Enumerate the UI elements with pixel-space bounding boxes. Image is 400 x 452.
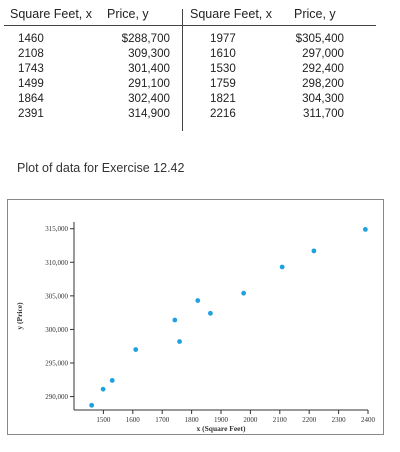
table-row: 2391 314,900 2216 311,700 (4, 107, 376, 122)
data-point (109, 378, 115, 383)
cell-price: $305,400 (295, 32, 344, 45)
x-tick-label: 1500 (96, 416, 111, 424)
table-row: 1460 $288,700 1977 $305,400 (4, 32, 376, 47)
data-point (177, 339, 182, 344)
data-point (362, 226, 368, 232)
cell-square-feet: 1530 (210, 62, 236, 75)
x-tick-label: 2100 (273, 416, 288, 424)
x-tick-label: 1900 (214, 416, 229, 424)
y-tick-label: 310,000 (45, 259, 68, 267)
data-point (172, 317, 178, 323)
x-tick-label: 2000 (243, 416, 258, 424)
table-row: 1864 302,400 1821 304,300 (4, 92, 376, 107)
header-square-feet-1: Square Feet, x (10, 7, 92, 21)
x-tick-label: 1800 (185, 416, 200, 424)
x-tick-label: 2200 (302, 416, 317, 424)
data-table: Square Feet, x Price, y Square Feet, x P… (4, 3, 376, 134)
cell-square-feet: 1977 (210, 32, 236, 45)
cell-price: 304,300 (302, 92, 344, 105)
table-row: 2108 309,300 1610 297,000 (4, 47, 376, 62)
y-tick-label: 295,000 (45, 360, 68, 368)
axes: 290,000 295,000 300,000 305,000 310,000 315,0… (45, 222, 376, 424)
y-tick-label: 315,000 (45, 225, 68, 233)
figure-caption: Plot of data for Exercise 12.42 (17, 161, 185, 175)
cell-square-feet: 1460 (18, 32, 44, 45)
cell-price: 314,900 (128, 107, 170, 120)
column-divider (182, 9, 183, 131)
data-point (133, 347, 139, 352)
data-point (100, 386, 106, 392)
header-price-2: Price, y (294, 7, 336, 21)
header-square-feet-2: Square Feet, x (190, 7, 272, 21)
y-tick-label: 305,000 (45, 292, 68, 300)
data-point (195, 298, 201, 303)
y-tick-label: 300,000 (45, 326, 68, 334)
header-price-1: Price, y (107, 7, 149, 21)
cell-square-feet: 1743 (18, 62, 44, 75)
cell-square-feet: 1821 (210, 92, 236, 105)
cell-price: 311,700 (302, 107, 344, 120)
cell-square-feet: 1759 (210, 77, 236, 90)
cell-square-feet: 2108 (18, 47, 44, 60)
cell-price: 301,400 (128, 62, 170, 75)
cell-price: 309,300 (128, 47, 170, 60)
cell-price: 292,400 (302, 62, 344, 75)
cell-price: 302,400 (128, 92, 170, 105)
data-point (241, 290, 247, 296)
cell-price: $288,700 (121, 32, 170, 45)
cell-price: 298,200 (302, 77, 344, 90)
cell-square-feet: 2391 (18, 107, 44, 120)
x-tick-label: 2400 (361, 416, 376, 424)
scatter-plot-canvas: 290,000 295,000 300,000 305,000 310,000 315,0… (15, 222, 376, 433)
data-point (208, 310, 213, 316)
data-point (89, 402, 95, 408)
cell-square-feet: 2216 (210, 107, 236, 120)
y-tick-label: 290,000 (45, 393, 68, 401)
cell-square-feet: 1864 (18, 92, 44, 105)
cell-square-feet: 1499 (18, 77, 44, 90)
cell-price: 297,000 (302, 47, 344, 60)
data-points (89, 226, 368, 408)
x-axis-title: x (Square Feet) (196, 424, 246, 433)
cell-square-feet: 1610 (210, 47, 236, 60)
data-point (279, 264, 285, 270)
scatter-plot: 290,000 295,000 300,000 305,000 310,000 315,0… (7, 199, 384, 435)
x-tick-label: 1600 (126, 416, 141, 424)
table-row: 1743 301,400 1530 292,400 (4, 62, 376, 77)
table-body: 1460 $288,700 1977 $305,400 2108 309,300… (4, 26, 376, 134)
cell-price: 291,100 (128, 77, 170, 90)
table-header: Square Feet, x Price, y Square Feet, x P… (4, 3, 376, 26)
data-point (311, 248, 317, 254)
x-tick-label: 1700 (155, 416, 170, 424)
table-row: 1499 291,100 1759 298,200 (4, 77, 376, 92)
x-tick-label: 2300 (332, 416, 347, 424)
y-axis-title: y (Price) (15, 302, 24, 330)
